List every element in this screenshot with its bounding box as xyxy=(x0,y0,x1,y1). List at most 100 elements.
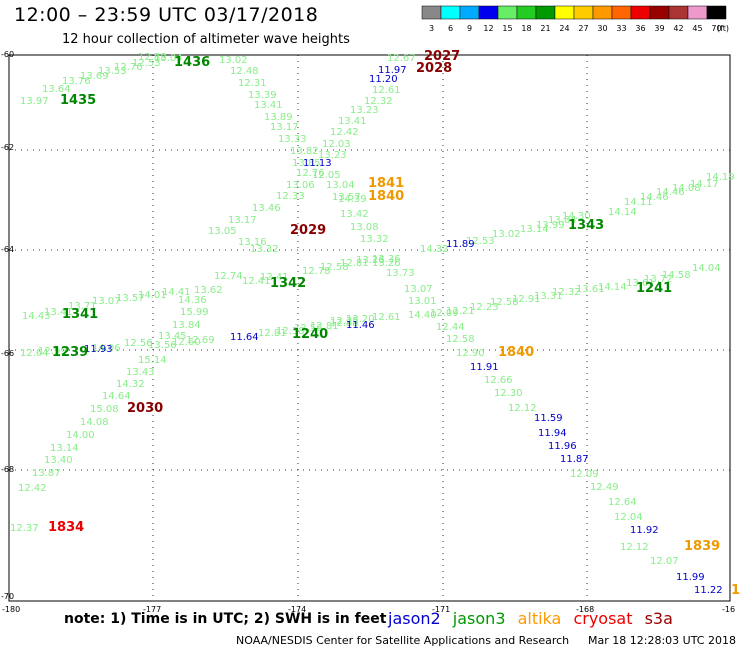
wave-height-value: 11.89 xyxy=(446,239,475,250)
observation-layer: 13.9713.6413.7613.6913.5312.7612.5312.88… xyxy=(10,49,740,598)
map-frame xyxy=(8,54,731,602)
wave-height-value: 15.08 xyxy=(90,404,119,415)
wave-height-value: 11.64 xyxy=(230,332,259,343)
wave-height-value: 13.69 xyxy=(80,71,109,82)
wave-height-value: 12.78 xyxy=(302,266,331,277)
wave-height-value: 12.09 xyxy=(430,308,459,319)
wave-height-value: 14.32 xyxy=(116,379,145,390)
wave-height-value: 12.31 xyxy=(238,78,267,89)
lat-label: -68 xyxy=(1,465,14,474)
wave-height-value: 13.57 xyxy=(332,192,361,203)
wave-height-value: 13.72 xyxy=(644,274,673,285)
wave-height-value: 12.12 xyxy=(508,403,537,414)
lat-label: -70 xyxy=(1,592,14,601)
scale-swatch xyxy=(573,5,594,20)
wave-height-value: 13.17 xyxy=(270,122,299,133)
scale-label: 24 xyxy=(559,24,569,33)
wave-height-value: 13.43 xyxy=(126,367,155,378)
wave-height-value: 11.59 xyxy=(534,413,563,424)
scale-label: 70 xyxy=(711,24,721,33)
wave-height-value: 12.23 xyxy=(470,302,499,313)
wave-height-value: 13.41 xyxy=(44,307,73,318)
wave-height-value: 12.60 xyxy=(172,337,201,348)
wave-height-value: 12.81 xyxy=(340,258,369,269)
scale-label: 15 xyxy=(502,24,512,33)
lat-label: -64 xyxy=(1,245,14,254)
pass-time-label: 1839 xyxy=(684,539,720,554)
pass-time-label: 1840 xyxy=(498,345,534,360)
wave-height-value: 14.06 xyxy=(92,343,121,354)
wave-height-value: 11.97 xyxy=(378,65,407,76)
axis-labels: -60 -62 -64 -66 -68 -70 -180 -177 -174 -171 -168 -1… xyxy=(1,50,735,614)
pass-time-label: 1342 xyxy=(270,276,306,291)
wave-height-value: 12.56 xyxy=(294,323,323,334)
scale-swatch xyxy=(687,5,708,20)
wave-height-value: 12.09 xyxy=(570,469,599,480)
wave-height-value: 12.81 xyxy=(310,321,339,332)
wave-height-value: 14.46 xyxy=(640,192,669,203)
scale-label: 36 xyxy=(635,24,645,33)
pass-time-label: 1435 xyxy=(60,93,96,108)
wave-height-value: 14.39 xyxy=(338,194,367,205)
legend-altika: altika xyxy=(517,609,562,628)
wave-height-value: 13.45 xyxy=(158,331,187,342)
scale-swatch xyxy=(497,5,518,20)
wave-height-value: 14.08 xyxy=(80,417,109,428)
wave-height-value: 12.61 xyxy=(372,85,401,96)
scale-swatch xyxy=(611,5,632,20)
legend-jason2: jason2 xyxy=(388,609,441,628)
scale-unit: (ft) xyxy=(717,24,729,33)
pass-time-label: 1 xyxy=(731,583,740,598)
wave-height-value: 14.08 xyxy=(672,183,701,194)
wave-height-value: 14.46 xyxy=(656,187,685,198)
wave-height-value: 13.64 xyxy=(42,84,71,95)
wave-height-value: 12.25 xyxy=(330,316,359,327)
wave-height-value: 12.61 xyxy=(372,312,401,323)
wave-height-value: 12.99 xyxy=(38,346,67,357)
wave-height-value: 12.53 xyxy=(132,58,161,69)
scale-swatch xyxy=(421,5,442,20)
wave-height-value: 14.43 xyxy=(22,311,51,322)
wave-height-value: 13.97 xyxy=(20,96,49,107)
pass-time-label: 1341 xyxy=(62,307,98,322)
wave-height-value: 14.36 xyxy=(178,295,207,306)
scale-label: 30 xyxy=(597,24,607,33)
map-grid xyxy=(9,55,730,601)
lat-label: -60 xyxy=(1,50,14,59)
wave-height-value: 14.64 xyxy=(102,391,131,402)
wave-height-value: 13.89 xyxy=(264,112,293,123)
wave-height-value: 13.07 xyxy=(92,296,121,307)
wave-height-value: 13.61 xyxy=(576,284,605,295)
wave-height-value: 13.99 xyxy=(536,220,565,231)
lon-label: -168 xyxy=(576,605,594,614)
wave-height-value: 12.81 xyxy=(258,328,287,339)
scale-swatch xyxy=(630,5,651,20)
wave-height-value: 13.82 xyxy=(290,146,319,157)
wave-height-value: 13.73 xyxy=(386,268,415,279)
scale-swatch xyxy=(706,5,727,20)
wave-height-value: 11.91 xyxy=(470,362,499,373)
wave-height-value: 14.30 xyxy=(562,211,591,222)
scale-swatch xyxy=(668,5,689,20)
wave-height-value: 13.26 xyxy=(372,258,401,269)
wave-height-value: 11.92 xyxy=(630,525,659,536)
wave-height-value: 12.64 xyxy=(20,348,49,359)
wave-height-value: 12.64 xyxy=(608,497,637,508)
scale-swatch xyxy=(554,5,575,20)
footer-timestamp: Mar 18 12:28:03 UTC 2018 xyxy=(588,634,736,647)
wave-height-value: 13.53 xyxy=(98,66,127,77)
scale-swatch xyxy=(535,5,556,20)
wave-height-value: 13.33 xyxy=(278,134,307,145)
wave-height-value: 13.04 xyxy=(326,180,355,191)
wave-height-value: 12.42 xyxy=(18,483,47,494)
wave-height-value: 13.62 xyxy=(194,285,223,296)
wave-height-value: 12.30 xyxy=(494,388,523,399)
pass-time-label: 1834 xyxy=(48,520,84,535)
wave-height-value: 13.08 xyxy=(350,222,379,233)
wave-height-value: 13.42 xyxy=(340,209,369,220)
wave-height-value: 12.38 xyxy=(276,326,305,337)
wave-height-value: 15.14 xyxy=(138,355,167,366)
page-title: 12:00 – 23:59 UTC 03/17/2018 xyxy=(14,4,319,26)
wave-height-value: 14.00 xyxy=(66,430,95,441)
